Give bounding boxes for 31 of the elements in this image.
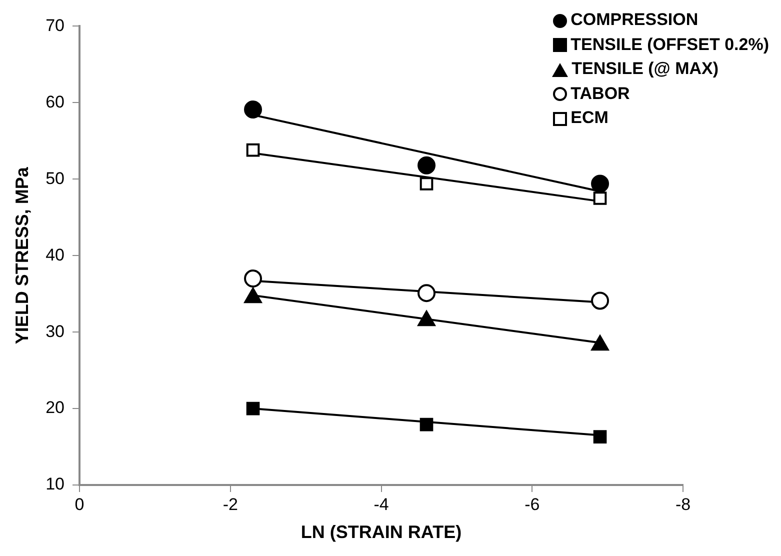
x-tick-label: -6 — [524, 494, 540, 514]
point — [244, 270, 262, 288]
legend-label: TENSILE (OFFSET 0.2%) — [570, 34, 769, 54]
point — [244, 100, 262, 119]
x-tick-label: 0 — [74, 494, 84, 514]
legend-label: ECM — [570, 108, 608, 127]
x-tick-label: -2 — [222, 494, 238, 514]
y-tick-label: 30 — [46, 322, 65, 341]
y-tick-label: 50 — [46, 168, 65, 188]
point — [418, 156, 436, 174]
y-tick-label: 20 — [46, 398, 65, 418]
point — [591, 292, 610, 310]
point — [420, 177, 434, 190]
point — [246, 402, 260, 416]
y-tick-label: 60 — [46, 92, 65, 112]
y-axis-title: YIELD STRESS, MPa — [12, 166, 32, 344]
point — [593, 430, 607, 444]
x-axis-title: LN (STRAIN RATE) — [300, 522, 462, 542]
point — [591, 174, 610, 193]
point — [246, 143, 260, 157]
x-tick-label: -4 — [374, 494, 389, 514]
point — [418, 284, 436, 302]
y-tick-label: 70 — [46, 16, 65, 35]
legend-label: TABOR — [570, 84, 630, 102]
point — [593, 192, 607, 205]
x-tick-label: -8 — [675, 494, 691, 514]
legend-label: TENSILE (@ MAX) — [572, 59, 719, 78]
legend-label: COMPRESSION — [570, 10, 698, 29]
point — [420, 418, 434, 432]
y-tick-label: 10 — [46, 474, 65, 494]
y-tick-label: 40 — [46, 245, 65, 264]
